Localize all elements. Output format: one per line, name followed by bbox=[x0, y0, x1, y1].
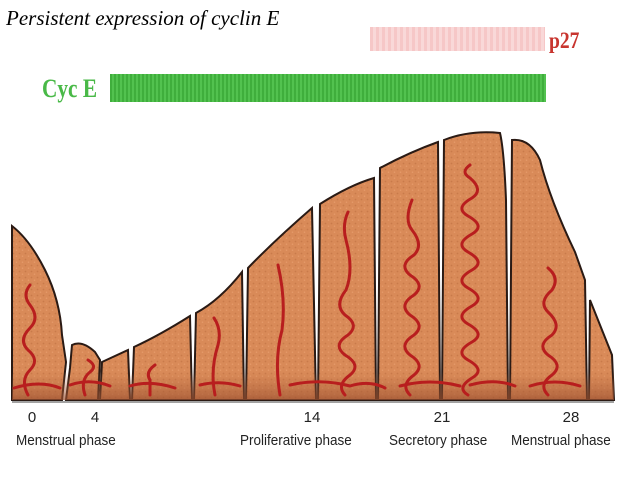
phase-label-secretory: Secretory phase bbox=[389, 432, 488, 449]
tissue-segment-1 bbox=[11, 223, 68, 401]
p27-expression-bar bbox=[370, 27, 545, 51]
phase-label-menstrual-start: Menstrual phase bbox=[16, 432, 116, 449]
cyclin-e-expression-bar bbox=[110, 74, 546, 102]
basal-layer bbox=[12, 372, 614, 400]
tissue-segment-8 bbox=[376, 140, 442, 401]
spiral-arteries bbox=[22, 163, 559, 397]
p27-label: p27 bbox=[549, 28, 580, 53]
phase-label-menstrual-end: Menstrual phase bbox=[511, 432, 611, 449]
day-label-21: 21 bbox=[433, 409, 451, 426]
day-label-4: 4 bbox=[90, 409, 100, 426]
day-label-28: 28 bbox=[562, 409, 580, 426]
tissue-segments bbox=[11, 131, 616, 401]
diagram-title: Persistent expression of cyclin E bbox=[6, 6, 280, 30]
tissue-segment-6 bbox=[244, 205, 318, 401]
day-label-0: 0 bbox=[27, 409, 37, 426]
phase-label-proliferative: Proliferative phase bbox=[240, 432, 352, 449]
day-label-14: 14 bbox=[303, 409, 321, 426]
cyclin-e-label: Cyc E bbox=[42, 74, 98, 103]
basal-vessel-branches bbox=[12, 380, 582, 390]
